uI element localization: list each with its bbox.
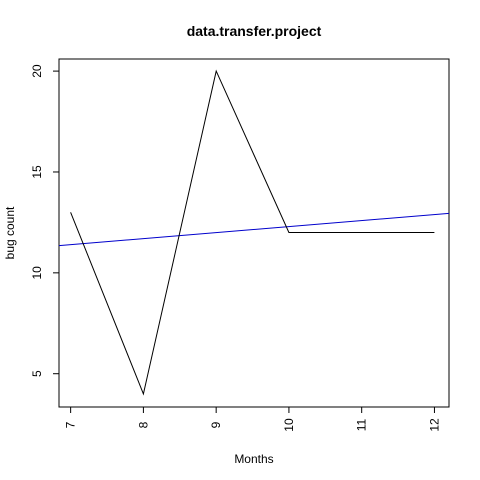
trend-line [58, 212, 450, 247]
x-tick-label: 12 [427, 418, 441, 432]
y-tick-label: 15 [30, 165, 44, 179]
y-axis-label: bug count [3, 206, 17, 259]
x-axis: 7 8 9 10 11 12 [64, 407, 441, 432]
plot-frame [58, 58, 450, 408]
y-axis: 5 10 15 20 [30, 64, 59, 377]
x-tick-label: 9 [209, 421, 223, 428]
y-tick-label: 20 [30, 64, 44, 78]
x-tick-label: 11 [355, 418, 369, 431]
x-tick-label: 10 [282, 418, 296, 432]
x-tick-label: 7 [64, 421, 78, 428]
x-axis-label: Months [234, 452, 273, 466]
chart-title: data.transfer.project [187, 23, 322, 39]
y-tick-label: 5 [30, 370, 44, 377]
plot-lines [58, 69, 450, 396]
x-tick-label: 8 [136, 421, 150, 428]
y-tick-label: 10 [30, 266, 44, 280]
series-line [70, 69, 435, 396]
